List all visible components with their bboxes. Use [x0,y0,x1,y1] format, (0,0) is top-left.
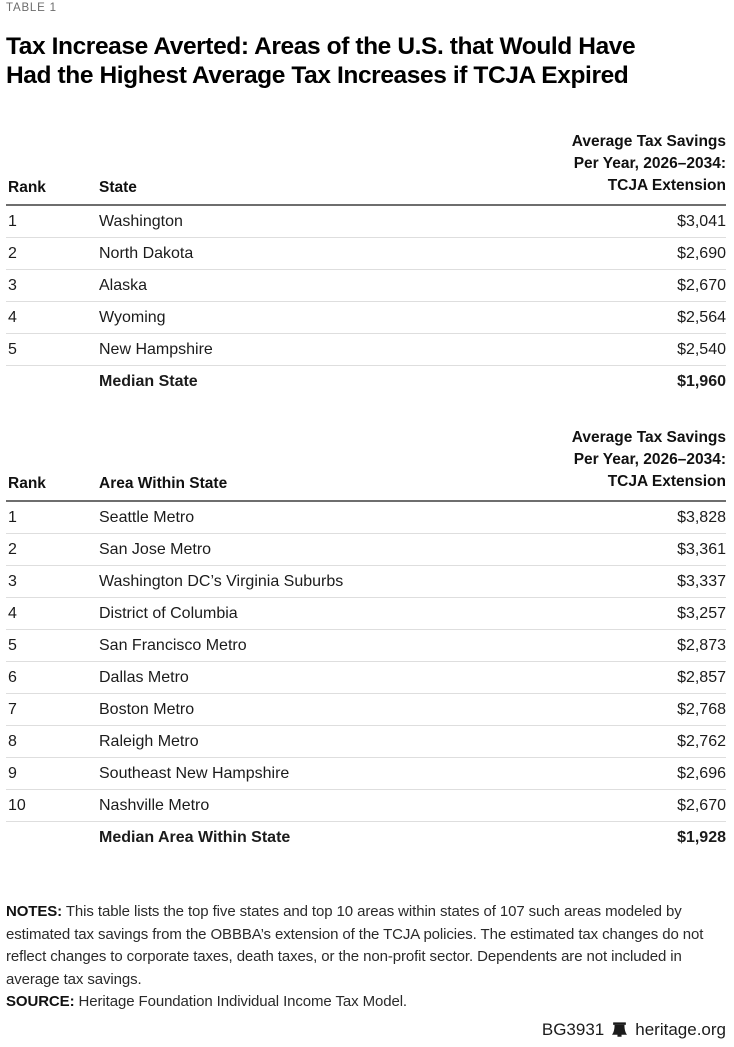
table-row: 5 New Hampshire $2,540 [6,334,726,366]
column-header-rank: Rank [8,475,46,492]
rank-cell: 4 [8,604,17,622]
states-table-header: Rank State Average Tax Savings Per Year, … [6,131,726,206]
table-row: 2 San Jose Metro $3,361 [6,534,726,566]
area-cell: Dallas Metro [99,668,189,686]
summary-value: $1,960 [677,373,726,390]
value-cell: $3,337 [677,572,726,590]
column-header-area: Area Within State [99,475,228,492]
rank-cell: 5 [8,636,17,654]
rank-cell: 5 [8,340,17,358]
title-line-2: Had the Highest Average Tax Increases if… [6,62,629,89]
value-cell: $3,361 [677,540,726,558]
liberty-bell-icon [611,1022,628,1038]
value-cell: $2,564 [677,308,726,326]
table-row: 4 Wyoming $2,564 [6,302,726,334]
column-header-tax-savings: Average Tax Savings Per Year, 2026–2034: T… [572,131,726,197]
document-id: BG3931 [541,1020,605,1039]
summary-label: Median State [99,373,198,390]
area-cell: Boston Metro [99,700,195,718]
state-cell: New Hampshire [99,340,213,358]
value-cell: $2,696 [677,764,726,782]
rank-cell: 10 [8,796,26,814]
value-cell: $2,762 [677,732,726,750]
state-cell: Wyoming [99,308,166,326]
area-cell: Raleigh Metro [99,732,199,750]
area-cell: Seattle Metro [99,508,195,526]
rank-cell: 2 [8,540,17,558]
rank-cell: 7 [8,700,17,718]
table-row: 4 District of Columbia $3,257 [6,598,726,630]
areas-table: Rank Area Within State Average Tax Savin… [6,427,726,854]
notes-label: NOTES: [6,903,63,920]
value-header-line3: TCJA Extension [607,473,726,490]
value-cell: $3,828 [677,508,726,526]
value-header-line2: Per Year, 2026–2034: [573,155,726,172]
area-cell: District of Columbia [99,604,238,622]
table-row: 6 Dallas Metro $2,857 [6,662,726,694]
rank-cell: 9 [8,764,17,782]
state-cell: Alaska [99,276,148,294]
value-cell: $2,690 [677,244,726,262]
table-row: 2 North Dakota $2,690 [6,238,726,270]
area-cell: Washington DC’s Virginia Suburbs [99,572,344,590]
value-header-line2: Per Year, 2026–2034: [573,451,726,468]
value-header-line1: Average Tax Savings [571,133,726,150]
value-cell: $2,540 [677,340,726,358]
value-cell: $3,257 [677,604,726,622]
value-cell: $2,768 [677,700,726,718]
table-row: 3 Washington DC’s Virginia Suburbs $3,33… [6,566,726,598]
summary-value: $1,928 [677,829,726,846]
area-cell: Southeast New Hampshire [99,764,290,782]
rank-cell: 1 [8,212,17,230]
table-row: 3 Alaska $2,670 [6,270,726,302]
median-area-row: Median Area Within State $1,928 [6,822,726,854]
column-header-rank: Rank [8,179,46,196]
area-cell: San Jose Metro [99,540,212,558]
median-state-row: Median State $1,960 [6,366,726,398]
value-cell: $2,670 [677,796,726,814]
table-row: 10 Nashville Metro $2,670 [6,790,726,822]
rank-cell: 1 [8,508,17,526]
rank-cell: 6 [8,668,17,686]
value-cell: $2,857 [677,668,726,686]
table-kicker: TABLE 1 [6,2,57,14]
rank-cell: 2 [8,244,17,262]
source-text: Heritage Foundation Individual Income Ta… [74,993,408,1011]
notes-block: NOTES: This table lists the top five sta… [6,901,726,1014]
state-cell: North Dakota [99,244,194,262]
table-row: 7 Boston Metro $2,768 [6,694,726,726]
areas-table-header: Rank Area Within State Average Tax Savin… [6,427,726,502]
site-link[interactable]: heritage.org [635,1020,726,1039]
column-header-tax-savings: Average Tax Savings Per Year, 2026–2034: T… [572,427,726,493]
table-row: 1 Seattle Metro $3,828 [6,502,726,534]
value-cell: $2,670 [677,276,726,294]
summary-label: Median Area Within State [99,829,291,846]
rank-cell: 3 [8,572,17,590]
rank-cell: 3 [8,276,17,294]
value-header-line1: Average Tax Savings [571,429,726,446]
value-cell: $3,041 [677,212,726,230]
area-cell: San Francisco Metro [99,636,247,654]
value-header-line3: TCJA Extension [607,177,726,194]
table-row: 1 Washington $3,041 [6,206,726,238]
table-row: 9 Southeast New Hampshire $2,696 [6,758,726,790]
table-row: 5 San Francisco Metro $2,873 [6,630,726,662]
rank-cell: 8 [8,732,17,750]
states-table: Rank State Average Tax Savings Per Year, … [6,131,726,398]
column-header-state: State [99,179,137,196]
page-title: Tax Increase Averted: Areas of the U.S. … [6,32,726,90]
area-cell: Nashville Metro [99,796,210,814]
value-cell: $2,873 [677,636,726,654]
source-label: SOURCE: [6,993,75,1011]
notes-text: This table lists the top five states and… [6,903,704,988]
state-cell: Washington [99,212,183,230]
table-row: 8 Raleigh Metro $2,762 [6,726,726,758]
rank-cell: 4 [8,308,17,326]
footer: BG3931 heritage.org [542,1020,726,1040]
title-line-1: Tax Increase Averted: Areas of the U.S. … [6,33,636,60]
